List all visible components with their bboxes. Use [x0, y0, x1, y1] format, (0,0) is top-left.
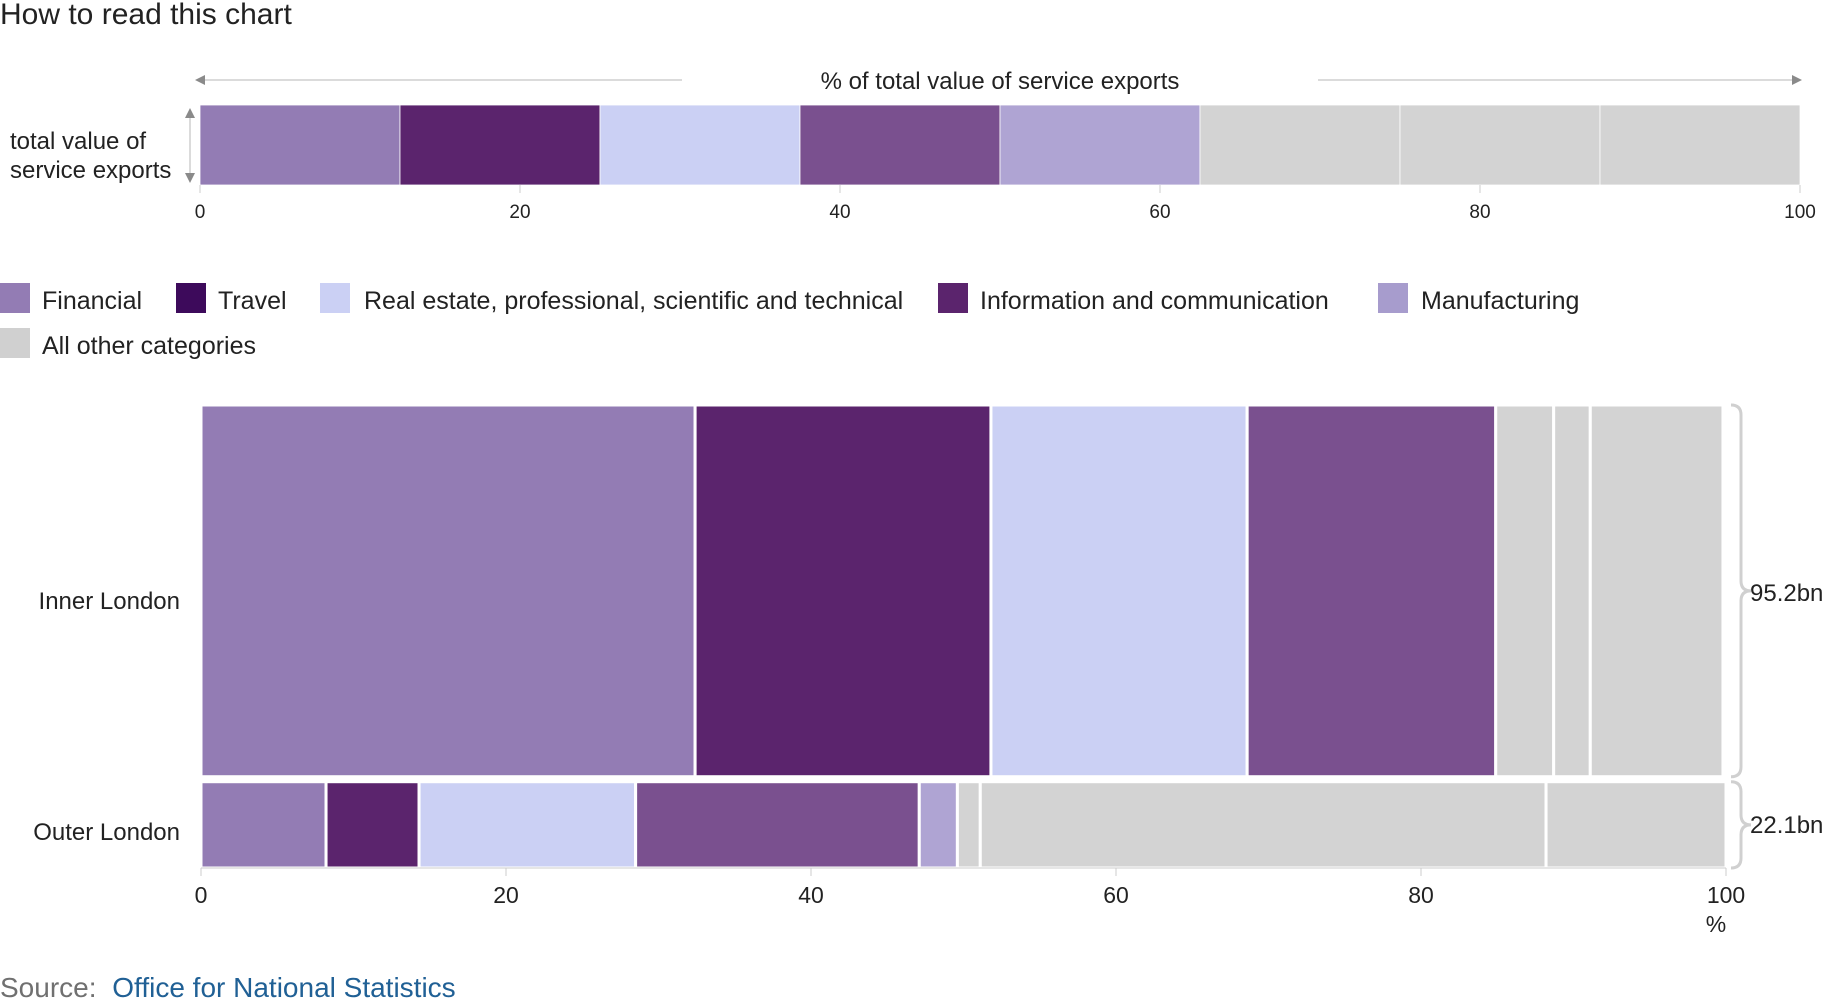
guide-x-tick-label-0: 0	[195, 202, 206, 223]
legend-swatch-real-estate-professional-scientific-and-technical	[320, 283, 350, 313]
legend-item-financial: Financial	[0, 283, 142, 315]
legend-swatch-information-and-communication	[938, 283, 968, 313]
guide-x-axis: 0 20 40 60 80 100	[195, 185, 1816, 223]
guide-x-tick-label-100: 100	[1784, 202, 1816, 223]
guide-x-tick-label-80: 80	[1469, 202, 1490, 223]
main-chart: Inner London Outer London 0 20 40 60 80 100% …	[33, 403, 1823, 937]
legend: Financial Travel Real estate, professional…	[0, 283, 1579, 360]
guide-x-tick-label-60: 60	[1149, 202, 1170, 223]
bar-segment-inner-london-financial-1	[199, 403, 697, 779]
source-label: Source:	[0, 972, 97, 1000]
bar-segment-outer-london-real-estate-professional-scientific-and-technical-3	[417, 780, 638, 870]
category-label-outer-london: Outer London	[33, 819, 180, 846]
guide-bar-segment-3	[599, 104, 801, 186]
legend-item-all-other-categories: All other categories	[0, 328, 256, 360]
guide-x-tick-label-40: 40	[829, 202, 850, 223]
main-x-tick-label-20: 20	[493, 882, 519, 908]
bar-segment-inner-london-all-other-categories-5	[1494, 403, 1556, 779]
guide-title: How to read this chart	[0, 0, 292, 31]
source-link[interactable]: Office for National Statistics	[112, 972, 455, 1000]
main-x-unit-label: %	[1706, 911, 1726, 937]
legend-swatch-manufacturing	[1378, 283, 1408, 313]
legend-item-travel: Travel	[176, 283, 287, 315]
total-label-inner-london: 95.2bn	[1750, 580, 1823, 607]
bar-segment-outer-london-travel-2	[324, 780, 421, 870]
legend-label-manufacturing: Manufacturing	[1421, 287, 1579, 315]
bar-segment-outer-london-manufacturing-5	[917, 780, 959, 870]
bar-segment-inner-london-travel-2	[693, 403, 993, 779]
main-x-tick-label-80: 80	[1408, 882, 1434, 908]
bar-segment-inner-london-all-other-categories-7	[1588, 403, 1725, 779]
legend-label-financial: Financial	[42, 287, 142, 315]
guide-bar-segment-7	[1399, 104, 1601, 186]
bar-segment-inner-london-information-and-communication-4	[1245, 403, 1498, 779]
bar-segment-outer-london-all-other-categories-7	[978, 780, 1548, 870]
legend-swatch-financial	[0, 283, 30, 313]
guide-x-tick-label-20: 20	[509, 202, 530, 223]
bar-segment-inner-london-all-other-categories-6	[1552, 403, 1592, 779]
guide-bar-segment-5	[999, 104, 1201, 186]
bar-segment-outer-london-financial-1	[199, 780, 328, 870]
main-x-tick-label-0: 0	[195, 882, 208, 908]
guide-chart: How to read this chart % of total value …	[0, 0, 1816, 223]
guide-bar-segment-8	[1599, 104, 1801, 186]
bar-segment-outer-london-all-other-categories-6	[955, 780, 982, 870]
main-x-tick-label-60: 60	[1103, 882, 1129, 908]
total-label-outer-london: 22.1bn	[1750, 812, 1823, 839]
bar-segment-outer-london-information-and-communication-4	[634, 780, 921, 870]
total-brace-inner-london	[1730, 403, 1752, 779]
main-x-tick-label-40: 40	[798, 882, 824, 908]
legend-label-travel: Travel	[218, 287, 287, 315]
guide-bar-segment-1	[199, 104, 401, 186]
legend-label-all-other-categories: All other categories	[42, 332, 256, 360]
bar-segment-inner-london-real-estate-professional-scientific-and-technical-3	[989, 403, 1249, 779]
category-label-inner-london: Inner London	[39, 588, 180, 615]
legend-label-information-and-communication: Information and communication	[980, 287, 1329, 315]
guide-bars	[199, 104, 1801, 186]
legend-swatch-all-other-categories	[0, 328, 30, 358]
guide-y-label-line-1: total value of	[10, 128, 146, 155]
total-braces	[1730, 403, 1752, 870]
guide-bar-segment-2	[399, 104, 601, 186]
guide-x-label: % of total value of service exports	[821, 68, 1180, 95]
legend-label-real-estate-professional-scientific-and-technical: Real estate, professional, scientific an…	[364, 287, 903, 315]
legend-swatch-travel	[176, 283, 206, 313]
legend-item-information-and-communication: Information and communication	[938, 283, 1329, 315]
guide-y-label-line-2: service exports	[10, 157, 171, 184]
main-x-axis: 0 20 40 60 80 100%	[195, 867, 1745, 937]
legend-item-real-estate-professional-scientific-and-technical: Real estate, professional, scientific an…	[320, 283, 903, 315]
total-brace-outer-london	[1730, 780, 1752, 870]
guide-bar-segment-6	[1199, 104, 1401, 186]
bar-segment-outer-london-all-other-categories-8	[1544, 780, 1728, 870]
main-bars	[199, 403, 1728, 870]
source-line: Source: Office for National Statistics	[0, 972, 456, 1000]
main-x-tick-label-100: 100	[1707, 882, 1745, 908]
legend-item-manufacturing: Manufacturing	[1378, 283, 1579, 315]
guide-bar-segment-4	[799, 104, 1001, 186]
